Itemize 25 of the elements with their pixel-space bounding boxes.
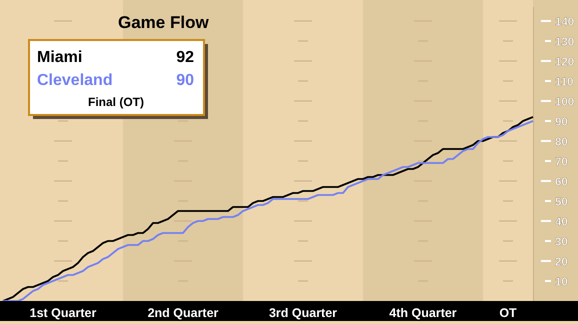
y-tick-label: 30: [555, 236, 568, 248]
y-tick-label: 120: [555, 56, 574, 68]
y-tick-label: 50: [555, 196, 568, 208]
x-tick-label: 4th Quarter: [389, 306, 457, 320]
y-tick-label: 20: [555, 256, 568, 268]
x-tick-label: 1st Quarter: [30, 306, 96, 320]
text: Cleveland: [37, 72, 113, 89]
x-tick-label: 3rd Quarter: [268, 306, 338, 320]
chart-title: Game Flow: [118, 13, 210, 32]
y-tick-label: 80: [555, 136, 568, 148]
y-tick-label: 140: [555, 16, 574, 28]
y-tick-label: 90: [555, 116, 568, 128]
annotation: 92: [176, 49, 194, 66]
x-tick-label: OT: [499, 306, 518, 320]
y-tick-label: 130: [555, 36, 574, 48]
y-tick-label: 110: [555, 76, 574, 88]
y-tick-label: 100: [555, 96, 574, 108]
annotation: 90: [176, 72, 194, 89]
y-tick-label: 40: [555, 216, 568, 228]
y-tick-label: 70: [555, 156, 568, 168]
text: Miami: [37, 49, 82, 66]
y-tick-label: 10: [555, 276, 568, 288]
y-tick-label: 60: [555, 176, 568, 188]
x-tick-label: 2nd Quarter: [148, 306, 219, 320]
annotation: Final (OT): [88, 95, 144, 109]
